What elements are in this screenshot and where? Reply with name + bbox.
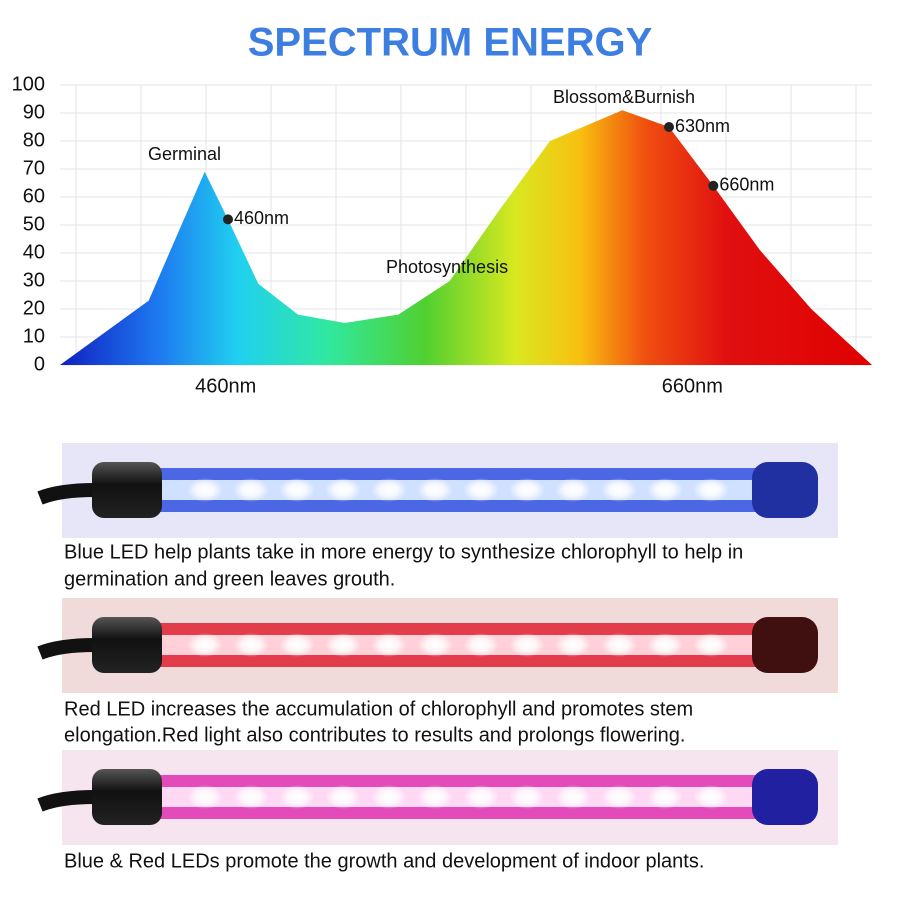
annotation: Blossom&Burnish xyxy=(553,87,695,107)
led-glow xyxy=(417,478,453,502)
cable xyxy=(37,483,96,505)
led-glow xyxy=(233,478,269,502)
led-glow xyxy=(463,478,499,502)
left-cap xyxy=(92,617,162,673)
x-tick-label: 460nm xyxy=(195,375,256,397)
caption-line: Blue LED help plants take in more energy… xyxy=(64,541,743,563)
led-glow xyxy=(371,633,407,657)
caption-line: elongation.Red light also contributes to… xyxy=(64,724,685,746)
led-glow xyxy=(187,478,223,502)
led-glow xyxy=(187,785,223,809)
right-cap xyxy=(752,769,818,825)
y-tick-label: 20 xyxy=(23,297,45,319)
y-tick-label: 50 xyxy=(23,213,45,235)
marker-dot xyxy=(223,214,233,225)
led-glow xyxy=(693,633,729,657)
led-glow xyxy=(233,633,269,657)
led-glow xyxy=(417,785,453,809)
marker-label: 660nm xyxy=(719,175,774,195)
y-tick-label: 70 xyxy=(23,157,45,179)
y-tick-label: 30 xyxy=(23,269,45,291)
led-glow xyxy=(693,785,729,809)
led-glow xyxy=(417,633,453,657)
x-tick-label: 660nm xyxy=(662,375,723,397)
marker-label: 630nm xyxy=(675,116,730,136)
led-glow xyxy=(601,785,637,809)
marker-label: 460nm xyxy=(234,208,289,228)
marker-dot xyxy=(708,180,719,191)
led-glow xyxy=(325,785,361,809)
led-glow xyxy=(647,785,683,809)
annotation: Germinal xyxy=(148,144,221,164)
spectrum-area xyxy=(60,110,872,365)
led-glow xyxy=(509,478,545,502)
caption-line: Red LED increases the accumulation of ch… xyxy=(64,698,693,720)
led-glow xyxy=(325,633,361,657)
cable xyxy=(37,638,96,660)
y-tick-label: 90 xyxy=(23,101,45,123)
marker-dot xyxy=(664,122,674,132)
led-glow xyxy=(233,785,269,809)
annotation: Photosynthesis xyxy=(386,257,508,277)
led-glow xyxy=(555,478,591,502)
cable xyxy=(37,790,96,812)
right-cap xyxy=(752,462,818,518)
led-glow xyxy=(647,633,683,657)
led-glow xyxy=(325,478,361,502)
led-glow xyxy=(555,633,591,657)
led-glow xyxy=(463,633,499,657)
y-tick-label: 100 xyxy=(12,73,45,95)
led-glow xyxy=(647,478,683,502)
led-glow xyxy=(463,785,499,809)
caption-line: Blue & Red LEDs promote the growth and d… xyxy=(64,850,704,872)
led-glow xyxy=(279,785,315,809)
led-glow xyxy=(187,633,223,657)
led-glow xyxy=(509,785,545,809)
y-tick-label: 0 xyxy=(34,353,45,375)
led-glow xyxy=(279,633,315,657)
title: SPECTRUM ENERGY xyxy=(248,21,653,65)
led-glow xyxy=(693,478,729,502)
led-glow xyxy=(601,633,637,657)
led-glow xyxy=(371,785,407,809)
led-glow xyxy=(279,478,315,502)
left-cap xyxy=(92,769,162,825)
y-tick-label: 10 xyxy=(23,325,45,347)
led-glow xyxy=(509,633,545,657)
y-tick-label: 40 xyxy=(23,241,45,263)
left-cap xyxy=(92,462,162,518)
right-cap xyxy=(752,617,818,673)
y-tick-label: 60 xyxy=(23,185,45,207)
y-tick-label: 80 xyxy=(23,129,45,151)
led-glow xyxy=(555,785,591,809)
led-glow xyxy=(601,478,637,502)
led-glow xyxy=(371,478,407,502)
caption-line: germination and green leaves grouth. xyxy=(64,568,395,590)
